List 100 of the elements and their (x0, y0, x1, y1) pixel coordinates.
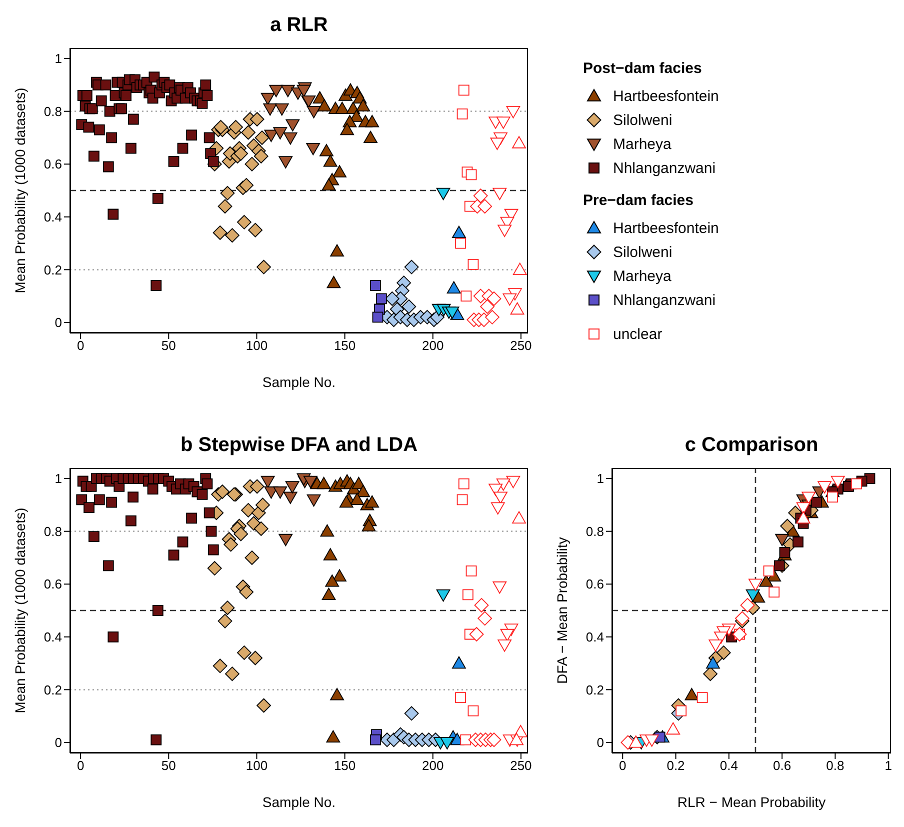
point (811, 496, 822, 508)
point (322, 178, 336, 191)
point (325, 574, 340, 587)
point (490, 138, 504, 150)
point (436, 188, 450, 200)
point (802, 492, 816, 504)
point (214, 120, 228, 134)
point (684, 688, 699, 700)
point (666, 722, 680, 735)
point (256, 260, 271, 274)
point (365, 114, 380, 128)
point (207, 561, 222, 576)
y-tick-label: 0.8 (44, 524, 62, 539)
y-tick-label: 1 (54, 471, 62, 486)
point (512, 136, 526, 148)
point (263, 103, 278, 116)
point (466, 169, 477, 180)
point (285, 481, 300, 494)
point (234, 526, 248, 542)
y-tick-label: 0.6 (586, 576, 604, 592)
point (212, 226, 228, 240)
point (256, 498, 270, 512)
y-tick-label: 0.2 (44, 262, 62, 278)
point (748, 578, 762, 592)
point (248, 650, 263, 666)
point (84, 502, 94, 514)
legend-label: Silolweni (613, 244, 672, 260)
point (372, 312, 384, 323)
point (306, 106, 321, 118)
point (239, 584, 254, 600)
x-tick-label: 150 (334, 338, 356, 354)
point (486, 732, 502, 748)
chart-title: c Comparison (684, 434, 820, 457)
point (851, 478, 862, 490)
y-tick-label: 1 (596, 471, 604, 486)
point (202, 478, 213, 490)
point (283, 132, 298, 145)
point (364, 130, 378, 144)
y-axis-title: DFA − Mean Probability (554, 537, 570, 684)
x-tick-label: 0.8 (826, 758, 844, 774)
point (225, 666, 240, 682)
point (168, 550, 180, 561)
point (260, 476, 275, 488)
x-tick-label: 1 (884, 758, 892, 774)
point (283, 492, 298, 504)
point (706, 656, 720, 669)
point (498, 224, 512, 238)
point (317, 99, 332, 112)
point (827, 492, 838, 502)
point (269, 84, 284, 98)
legend-label: Marheya (613, 268, 672, 284)
point (326, 276, 341, 288)
point (330, 688, 344, 700)
point (440, 737, 454, 750)
point (88, 531, 100, 542)
x-axis-title: RLR − Mean Probability (677, 794, 826, 810)
point (218, 199, 232, 214)
point (370, 280, 381, 291)
y-tick-label: 1 (54, 51, 62, 66)
point (510, 302, 524, 315)
point (273, 486, 288, 499)
x-tick-label: 0 (76, 338, 84, 354)
point (152, 605, 164, 616)
point (818, 481, 832, 494)
x-tick-label: 0.4 (720, 758, 738, 774)
point (735, 611, 750, 626)
point (273, 127, 288, 140)
point (280, 84, 295, 98)
point (644, 734, 659, 747)
point (469, 627, 484, 642)
point (286, 119, 300, 132)
point (204, 507, 215, 518)
point (774, 560, 785, 572)
x-tick-label: 150 (334, 758, 356, 774)
point (208, 544, 219, 556)
x-tick-label: 0 (76, 758, 84, 774)
point (370, 734, 381, 746)
point (716, 646, 731, 660)
point (365, 495, 380, 508)
x-tick-label: 100 (246, 338, 268, 354)
point (404, 260, 419, 274)
point (196, 488, 208, 500)
point (500, 628, 514, 642)
y-tick-label: 0.2 (44, 682, 62, 698)
point (260, 92, 275, 106)
point (445, 306, 460, 319)
point (779, 546, 790, 558)
y-tick-label: 0.6 (44, 576, 62, 592)
point (490, 502, 505, 515)
point (330, 244, 344, 257)
point (323, 154, 338, 167)
chart-title: a RLR (269, 14, 329, 37)
point (436, 589, 450, 602)
x-tick-label: 200 (422, 758, 444, 774)
point (76, 494, 88, 506)
point (502, 293, 517, 306)
point (402, 299, 416, 314)
point (237, 646, 252, 660)
y-tick-label: 0 (596, 735, 604, 750)
point (296, 84, 311, 98)
